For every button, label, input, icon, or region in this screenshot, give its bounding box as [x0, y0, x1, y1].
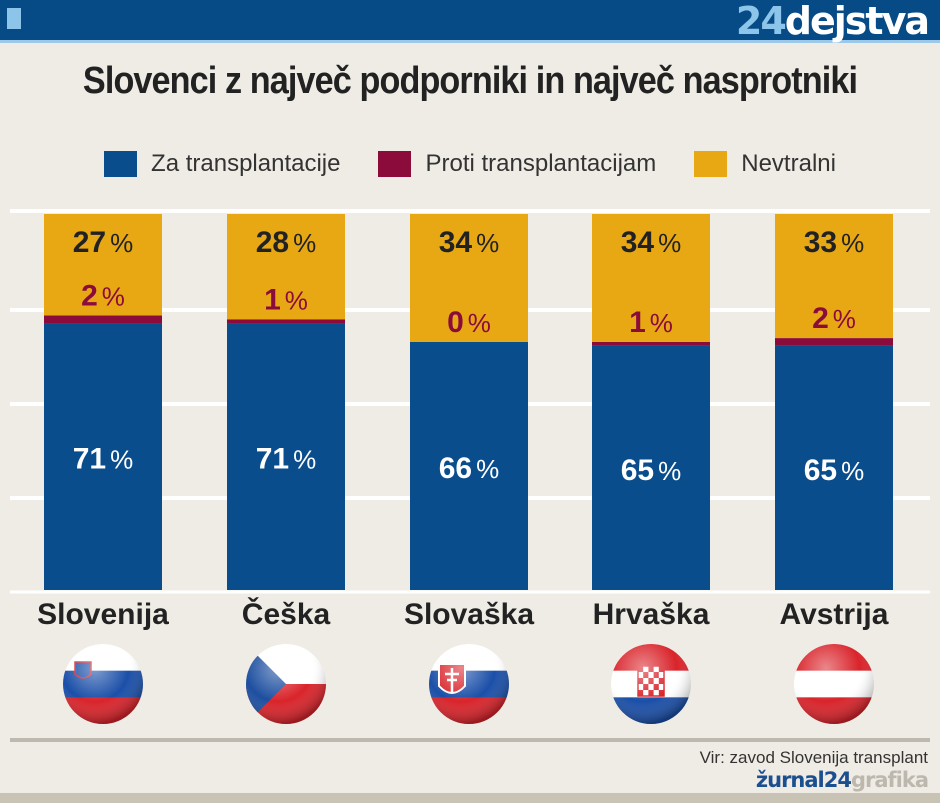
header-bar: 24dejstva — [0, 0, 940, 43]
legend-item-nevtralni: Nevtralni — [694, 150, 836, 178]
header-square-icon — [7, 8, 21, 29]
flag-shine — [611, 644, 691, 724]
bar-segment-proti — [227, 319, 345, 324]
bar-segment-nevtralni — [44, 214, 162, 316]
data-label-za: 65% — [804, 454, 865, 487]
bar-segment-nevtralni — [592, 214, 710, 342]
bar-segment-nevtralni — [227, 214, 345, 320]
data-label-za: 71% — [73, 443, 134, 476]
bar-segment-nevtralni — [775, 214, 893, 339]
data-label-za: 65% — [621, 454, 682, 487]
data-label-proti: 0% — [447, 306, 491, 339]
data-label-za: 66% — [439, 452, 500, 485]
footer-bar — [0, 793, 940, 803]
legend-label: Za transplantacije — [151, 150, 341, 177]
data-label-proti: 2% — [81, 280, 125, 313]
data-label-nevtralni: 34% — [621, 226, 682, 259]
flag-shine — [63, 644, 143, 724]
brand-logo: 24dejstva — [735, 0, 930, 43]
category-label: Avstrija — [780, 598, 889, 631]
bar-segment-za — [410, 341, 528, 590]
legend-swatch — [694, 151, 728, 177]
source-note: Vir: zavod Slovenija transplant — [699, 748, 928, 767]
bar-segment-za — [775, 345, 893, 590]
flag-shine — [794, 644, 874, 724]
category-label: Slovenija — [37, 598, 169, 631]
legend-swatch — [104, 151, 138, 177]
category-label: Slovaška — [404, 598, 534, 631]
legend-item-proti: Proti transplantacijam — [378, 150, 656, 178]
legend-label: Nevtralni — [741, 150, 836, 177]
legend-label: Proti transplantacijam — [425, 150, 657, 177]
legend-item-za: Za transplantacije — [104, 150, 340, 178]
data-label-proti: 1% — [264, 283, 308, 316]
legend-swatch — [378, 151, 412, 177]
chart-title: Slovenci z največ podporniki in največ n… — [82, 60, 858, 102]
category-label: Češka — [242, 597, 331, 631]
data-label-nevtralni: 33% — [804, 226, 865, 259]
category-label: Hrvaška — [593, 598, 710, 631]
bar-segment-nevtralni — [410, 214, 528, 342]
bar-segment-za — [592, 345, 710, 590]
data-label-nevtralni: 27% — [73, 226, 134, 259]
bar-segment-za — [227, 323, 345, 590]
flag-shine — [429, 644, 509, 724]
data-label-za: 71% — [256, 443, 317, 476]
data-label-nevtralni: 34% — [439, 226, 500, 259]
legend: Za transplantacije Proti transplantacija… — [0, 150, 940, 178]
bar-segment-za — [44, 323, 162, 590]
flag-shine — [246, 644, 326, 724]
data-label-proti: 2% — [812, 302, 856, 335]
bar-segment-proti — [44, 315, 162, 324]
bar-segment-proti — [775, 338, 893, 346]
bar-segment-proti — [592, 341, 710, 346]
data-label-nevtralni: 28% — [256, 226, 317, 259]
footer-logo: žurnal24grafika — [755, 768, 929, 792]
data-label-proti: 1% — [629, 306, 673, 339]
